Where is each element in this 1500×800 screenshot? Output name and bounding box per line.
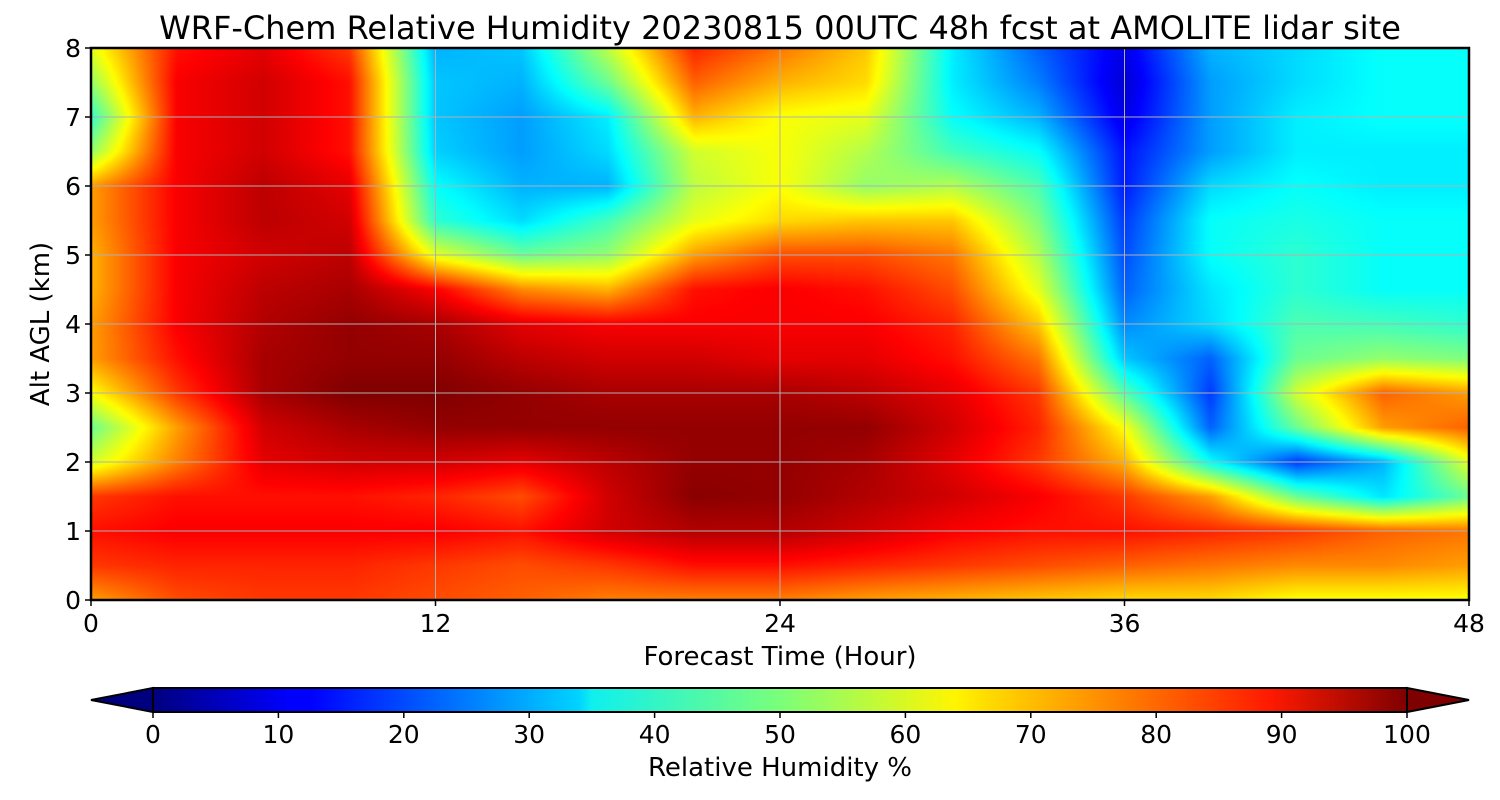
- colorbar-gradient: [153, 688, 1407, 712]
- colorbar-tick-label: 20: [388, 720, 420, 749]
- x-tick-label: 0: [83, 609, 99, 638]
- x-axis: 0 12 24 36 48: [83, 600, 1485, 638]
- x-tick-label: 36: [1109, 609, 1141, 638]
- y-tick-label: 5: [65, 241, 81, 270]
- grid-lines: [91, 48, 1469, 600]
- colorbar-tick-label: 30: [513, 720, 545, 749]
- colorbar-tick-label: 80: [1140, 720, 1172, 749]
- colorbar-max-extension: [1406, 686, 1470, 714]
- colorbar-min-extension: [90, 686, 154, 714]
- y-tick-label: 2: [65, 448, 81, 477]
- colorbar-tick-label: 60: [889, 720, 921, 749]
- colorbar-label: Relative Humidity %: [648, 753, 912, 783]
- colorbar: 0 10 20 30 40 50 60 70 80 90 100 Relative Humidity…: [90, 686, 1470, 783]
- y-axis-label: Alt AGL (km): [26, 242, 56, 406]
- x-axis-label: Forecast Time (Hour): [643, 642, 916, 672]
- y-tick-label: 3: [65, 379, 81, 408]
- y-tick-label: 8: [65, 34, 81, 63]
- colorbar-tick-label: 40: [639, 720, 671, 749]
- y-axis: 0 1 2 3 4 5 6 7 8: [65, 34, 91, 615]
- y-tick-label: 0: [65, 586, 81, 615]
- y-tick-label: 6: [65, 172, 81, 201]
- chart-title: WRF-Chem Relative Humidity 20230815 00UT…: [159, 9, 1401, 47]
- y-tick-label: 1: [65, 517, 81, 546]
- colorbar-tick-label: 70: [1015, 720, 1047, 749]
- x-tick-label: 48: [1453, 609, 1485, 638]
- colorbar-tick-label: 10: [262, 720, 294, 749]
- y-tick-label: 4: [65, 310, 81, 339]
- colorbar-tick-label: 0: [145, 720, 161, 749]
- colorbar-ticks: 0 10 20 30 40 50 60 70 80 90 100: [145, 712, 1431, 749]
- x-tick-label: 12: [420, 609, 452, 638]
- colorbar-tick-label: 100: [1383, 720, 1431, 749]
- colorbar-tick-label: 50: [764, 720, 796, 749]
- x-tick-label: 24: [764, 609, 796, 638]
- colorbar-tick-label: 90: [1266, 720, 1298, 749]
- y-tick-label: 7: [65, 103, 81, 132]
